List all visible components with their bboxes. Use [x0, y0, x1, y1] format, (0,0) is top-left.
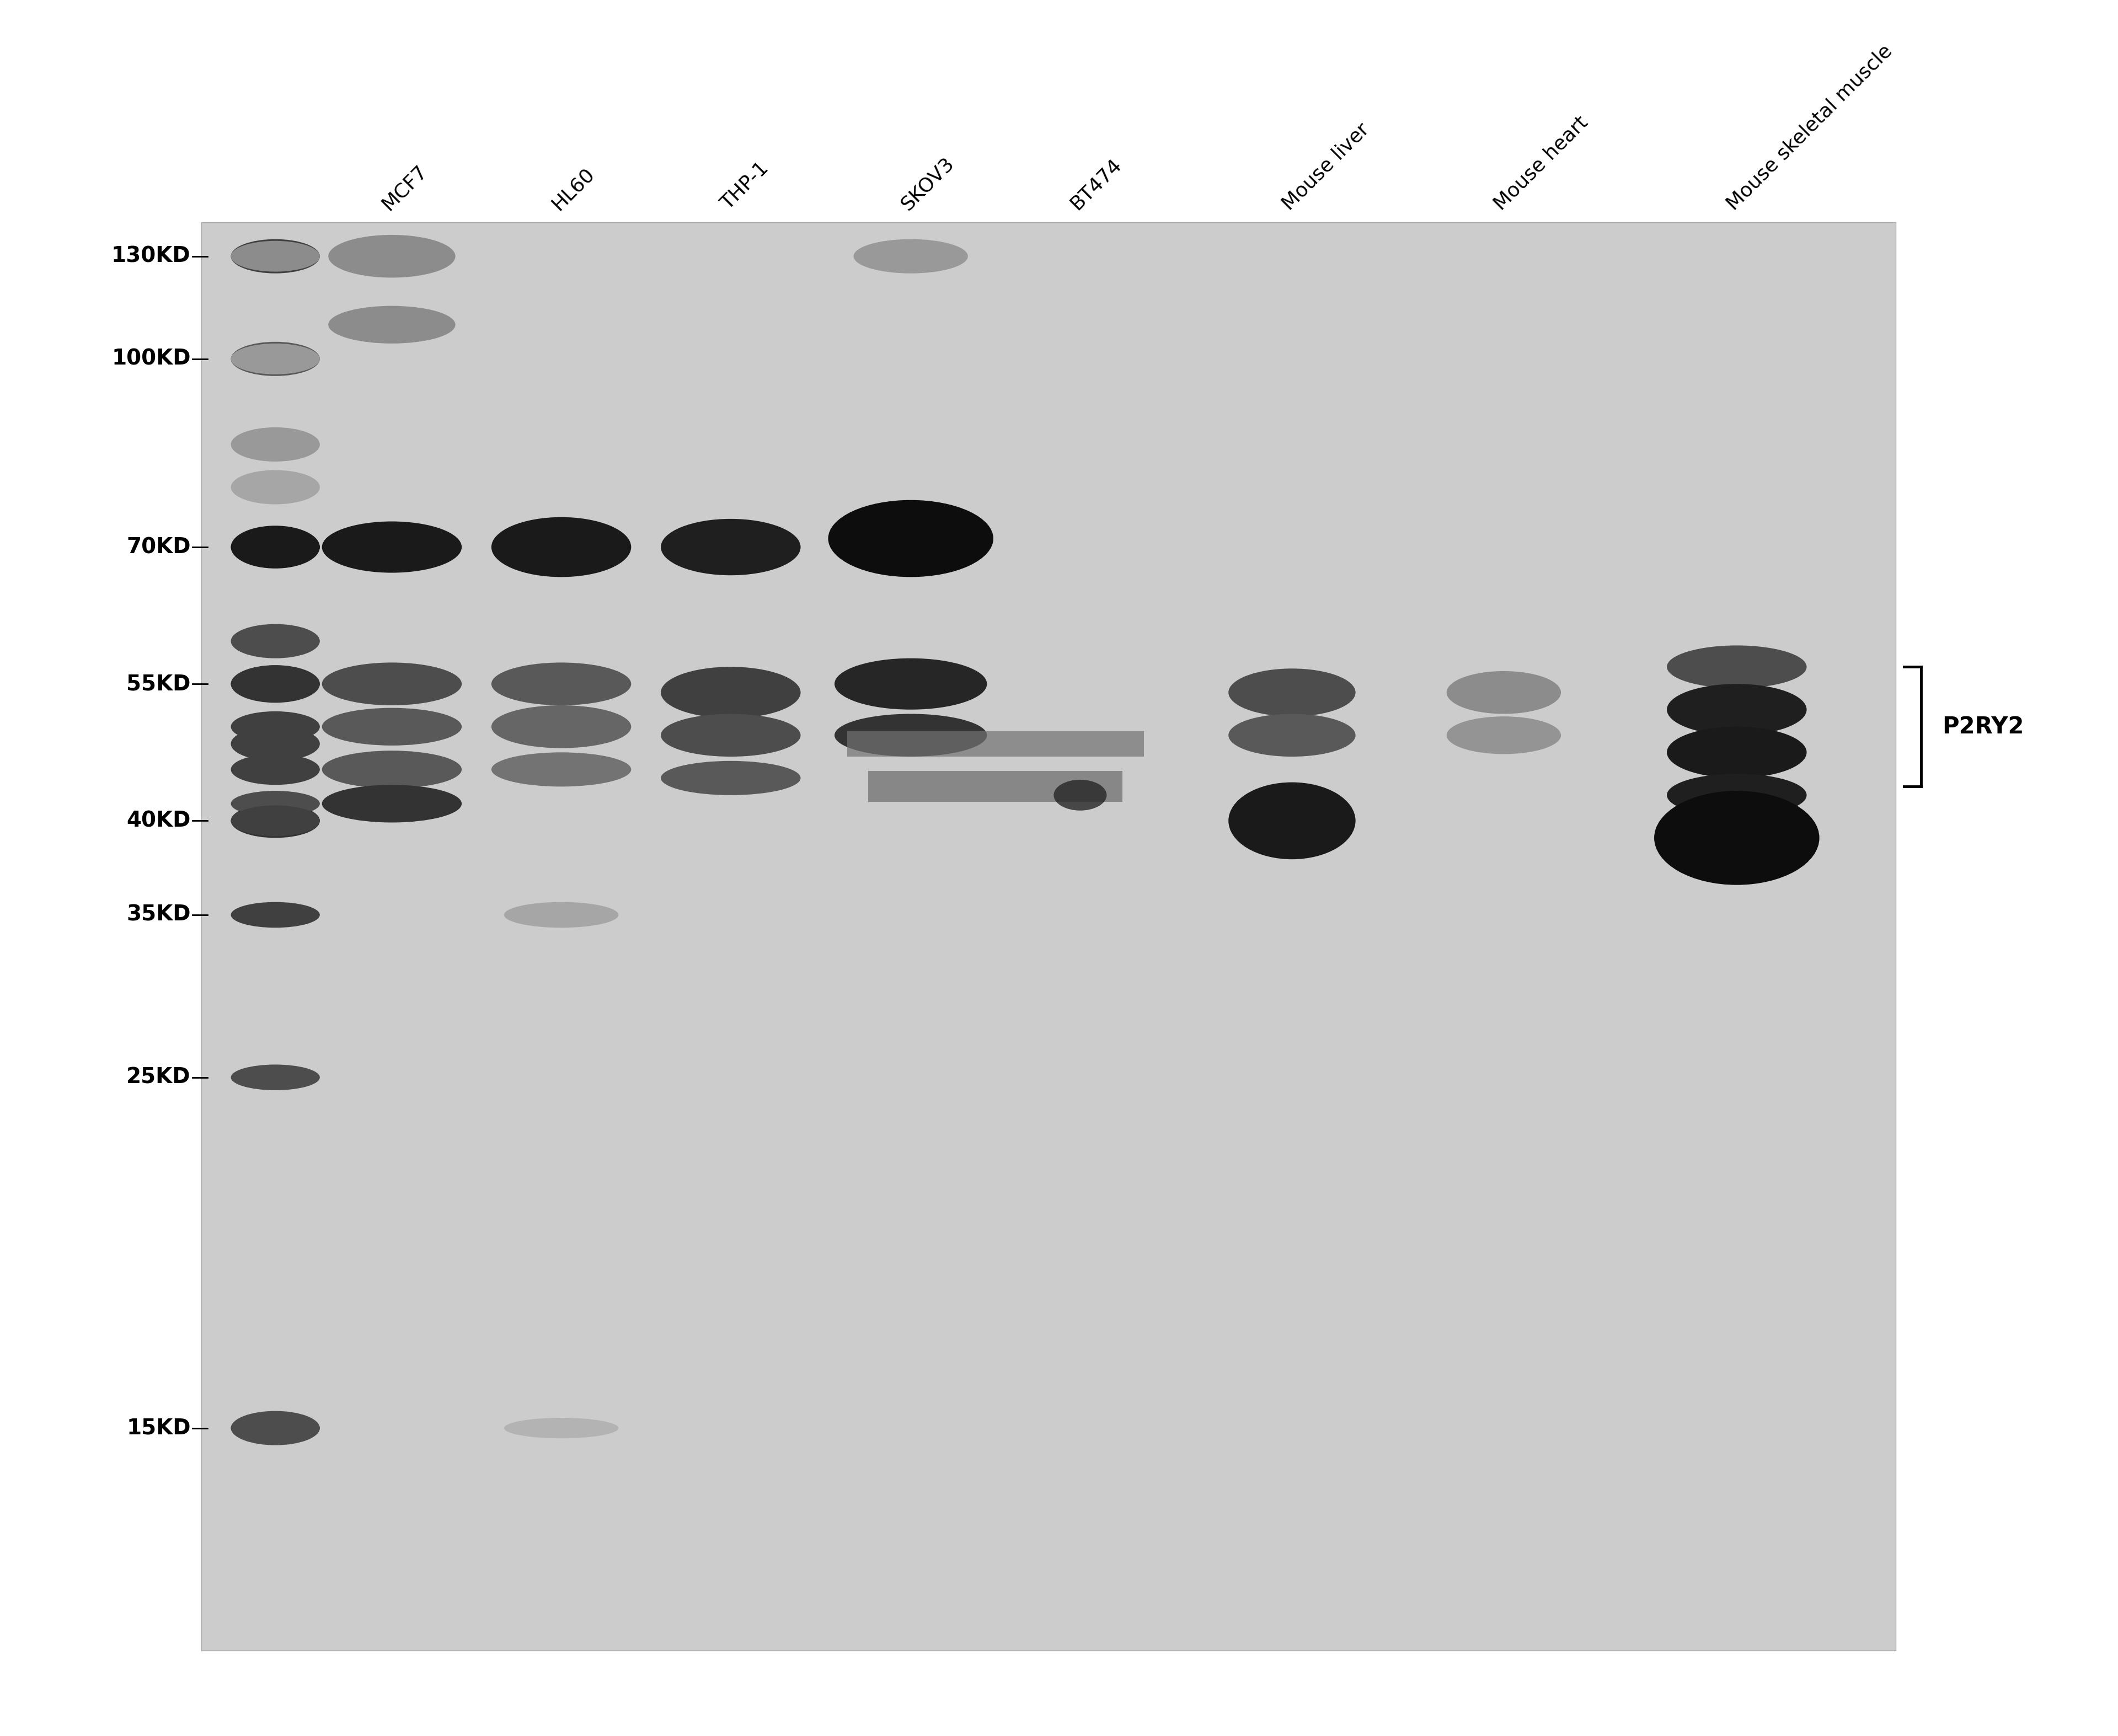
- Ellipse shape: [1447, 672, 1561, 713]
- Ellipse shape: [231, 712, 320, 741]
- Ellipse shape: [231, 427, 320, 462]
- Ellipse shape: [231, 529, 320, 564]
- Ellipse shape: [231, 804, 320, 838]
- Ellipse shape: [231, 344, 320, 375]
- Ellipse shape: [231, 792, 320, 816]
- Ellipse shape: [504, 903, 618, 927]
- Text: SKOV3: SKOV3: [898, 153, 957, 214]
- Ellipse shape: [491, 752, 631, 786]
- Text: 35KD: 35KD: [127, 904, 191, 925]
- Ellipse shape: [491, 663, 631, 705]
- Ellipse shape: [231, 342, 320, 377]
- Ellipse shape: [661, 519, 801, 575]
- Ellipse shape: [1667, 774, 1807, 816]
- Ellipse shape: [328, 234, 455, 278]
- Ellipse shape: [1228, 783, 1356, 859]
- Ellipse shape: [231, 526, 320, 568]
- Ellipse shape: [322, 521, 462, 573]
- Ellipse shape: [491, 705, 631, 748]
- Ellipse shape: [231, 903, 320, 927]
- Ellipse shape: [231, 1411, 320, 1444]
- Ellipse shape: [231, 623, 320, 658]
- Ellipse shape: [854, 240, 968, 273]
- Bar: [868, 771, 1123, 802]
- Text: 70KD: 70KD: [127, 536, 191, 557]
- Ellipse shape: [661, 713, 801, 757]
- Ellipse shape: [231, 753, 320, 785]
- Ellipse shape: [1447, 717, 1561, 753]
- Ellipse shape: [231, 806, 320, 837]
- Ellipse shape: [1055, 779, 1106, 811]
- Bar: [847, 731, 1144, 757]
- Text: 15KD: 15KD: [127, 1418, 191, 1439]
- Text: HL60: HL60: [549, 163, 597, 214]
- Ellipse shape: [328, 306, 455, 344]
- Text: 25KD: 25KD: [127, 1068, 191, 1088]
- Ellipse shape: [231, 665, 320, 703]
- Ellipse shape: [1667, 727, 1807, 778]
- Ellipse shape: [1654, 792, 1819, 885]
- Ellipse shape: [231, 667, 320, 701]
- Text: P2RY2: P2RY2: [1942, 715, 2025, 738]
- Text: THP-1: THP-1: [718, 160, 773, 214]
- Ellipse shape: [828, 500, 993, 576]
- Text: MCF7: MCF7: [379, 161, 430, 214]
- Ellipse shape: [231, 240, 320, 273]
- Text: 100KD: 100KD: [112, 349, 191, 370]
- Ellipse shape: [1667, 646, 1807, 687]
- Ellipse shape: [231, 727, 320, 760]
- Ellipse shape: [322, 663, 462, 705]
- Text: Mouse liver: Mouse liver: [1279, 120, 1372, 214]
- Text: Mouse skeletal muscle: Mouse skeletal muscle: [1724, 42, 1896, 214]
- Ellipse shape: [491, 517, 631, 576]
- Text: 40KD: 40KD: [127, 811, 191, 832]
- Ellipse shape: [834, 658, 987, 710]
- Text: BT474: BT474: [1067, 155, 1125, 214]
- Ellipse shape: [231, 1415, 320, 1441]
- Ellipse shape: [661, 667, 801, 719]
- Ellipse shape: [231, 1064, 320, 1090]
- Ellipse shape: [504, 1418, 618, 1439]
- Ellipse shape: [322, 785, 462, 823]
- Ellipse shape: [1228, 713, 1356, 757]
- Text: 130KD: 130KD: [112, 247, 191, 267]
- Ellipse shape: [834, 713, 987, 757]
- Ellipse shape: [231, 470, 320, 503]
- Ellipse shape: [1228, 668, 1356, 717]
- Ellipse shape: [322, 708, 462, 745]
- Ellipse shape: [231, 241, 320, 271]
- Text: Mouse heart: Mouse heart: [1491, 113, 1591, 214]
- Text: 55KD: 55KD: [127, 674, 191, 694]
- Ellipse shape: [1667, 684, 1807, 736]
- Ellipse shape: [661, 760, 801, 795]
- Bar: [201, 222, 1896, 1651]
- Ellipse shape: [322, 750, 462, 788]
